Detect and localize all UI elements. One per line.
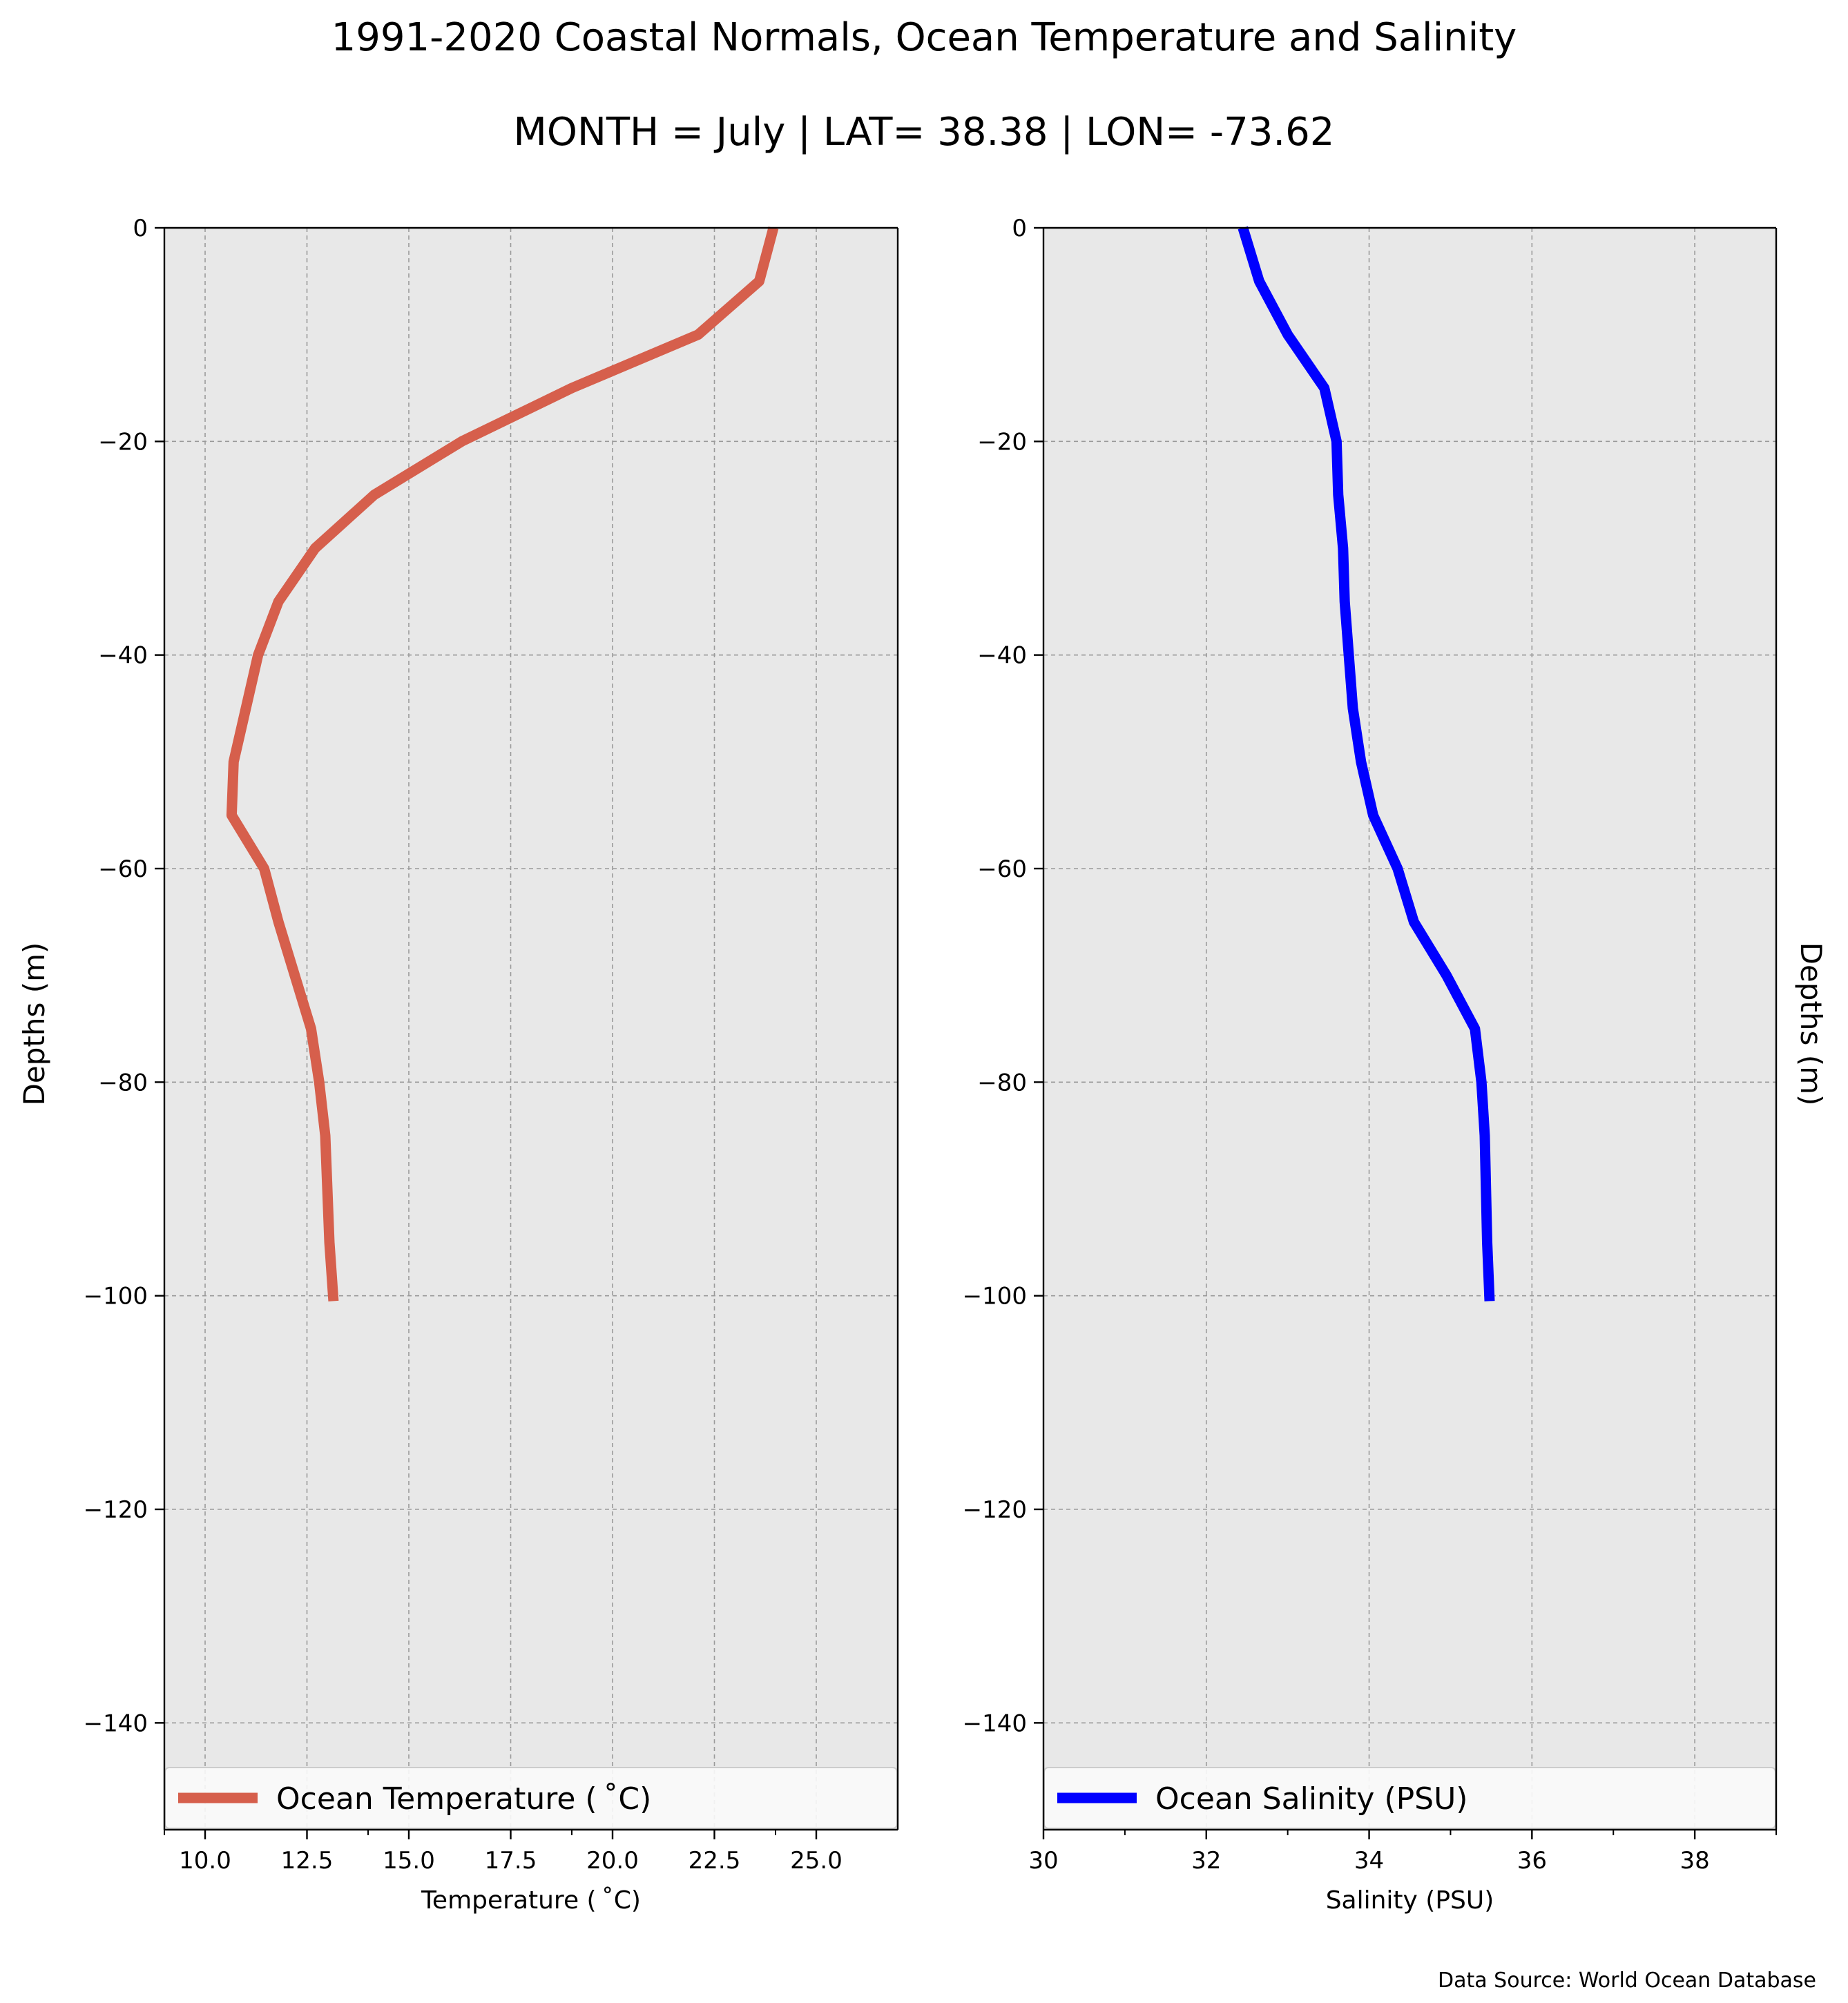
x-tick-label: 17.5 bbox=[485, 1847, 537, 1875]
y-tick-label: 0 bbox=[133, 215, 148, 242]
y-tick-label: −80 bbox=[977, 1069, 1027, 1096]
legend-label: Ocean Salinity (PSU) bbox=[1155, 1781, 1467, 1817]
y-tick-label: −20 bbox=[98, 428, 148, 456]
x-tick-label: 25.0 bbox=[790, 1847, 843, 1875]
x-tick-label: 22.5 bbox=[689, 1847, 741, 1875]
y-tick-label: −100 bbox=[84, 1283, 148, 1310]
figure-title: 1991-2020 Coastal Normals, Ocean Tempera… bbox=[331, 15, 1517, 60]
salinity-panel: Ocean Salinity (PSU) 0 −20 −40 −60 −80 −100 −12… bbox=[963, 215, 1778, 1915]
x-tick-label: 36 bbox=[1517, 1847, 1547, 1875]
x-axis-label: Temperature ( ˚C) bbox=[421, 1886, 641, 1915]
y-tick-label: −60 bbox=[977, 855, 1027, 883]
x-tick-label: 38 bbox=[1679, 1847, 1709, 1875]
data-source-note: Data Source: World Ocean Database bbox=[1438, 1968, 1816, 1993]
y-tick-label: −140 bbox=[84, 1710, 148, 1737]
y-tick-label: 0 bbox=[1012, 215, 1027, 242]
x-tick-label: 32 bbox=[1191, 1847, 1221, 1875]
y-tick-label: −100 bbox=[963, 1283, 1027, 1310]
legend-label: Ocean Temperature ( ˚C) bbox=[276, 1781, 651, 1817]
y-tick-label: −40 bbox=[98, 642, 148, 670]
x-tick-label: 20.0 bbox=[586, 1847, 639, 1875]
y-tick-label: −80 bbox=[98, 1069, 148, 1096]
series-line bbox=[1238, 226, 1495, 1302]
y-tick-label: −120 bbox=[84, 1496, 148, 1524]
plot-area bbox=[164, 228, 898, 1830]
x-axis-label: Salinity (PSU) bbox=[1326, 1886, 1494, 1915]
left-y-axis-label: Depths (m) bbox=[17, 942, 51, 1106]
x-tick-label: 30 bbox=[1028, 1847, 1058, 1875]
x-tick-label: 12.5 bbox=[281, 1847, 334, 1875]
y-tick-label: −20 bbox=[977, 428, 1027, 456]
y-tick-label: −40 bbox=[977, 642, 1027, 670]
y-tick-label: −140 bbox=[963, 1710, 1027, 1737]
figure-subtitle: MONTH = July | LAT= 38.38 | LON= -73.62 bbox=[514, 110, 1335, 155]
x-tick-label: 15.0 bbox=[383, 1847, 435, 1875]
series-line bbox=[226, 226, 779, 1302]
x-tick-label: 10.0 bbox=[179, 1847, 231, 1875]
x-tick-label: 34 bbox=[1354, 1847, 1384, 1875]
y-tick-label: −120 bbox=[963, 1496, 1027, 1524]
plot-area bbox=[1043, 228, 1776, 1830]
right-y-axis-label: Depths (m) bbox=[1794, 942, 1828, 1106]
temperature-panel: Ocean Temperature ( ˚C) 0 −20 −40 −60 −80 −100… bbox=[84, 215, 899, 1915]
y-tick-label: −60 bbox=[98, 855, 148, 883]
